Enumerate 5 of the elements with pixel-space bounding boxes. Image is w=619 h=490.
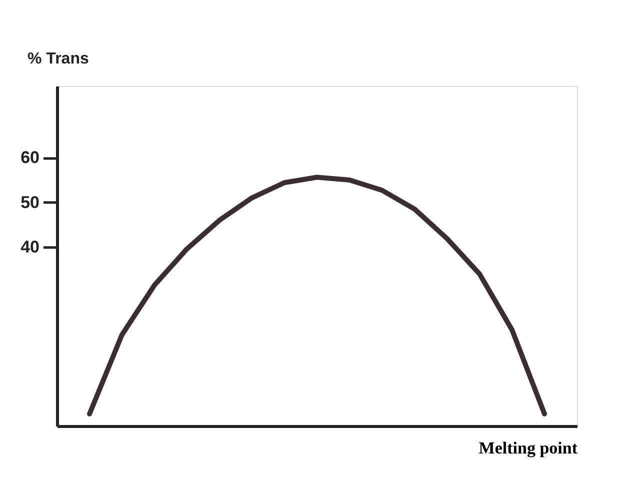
y-tick-label: 40 [20, 238, 40, 257]
x-axis-title: Melting point [478, 438, 578, 458]
y-axis-title: % Trans [28, 50, 89, 68]
y-tick-label: 50 [20, 192, 40, 212]
y-tick-label: 60 [20, 148, 40, 168]
